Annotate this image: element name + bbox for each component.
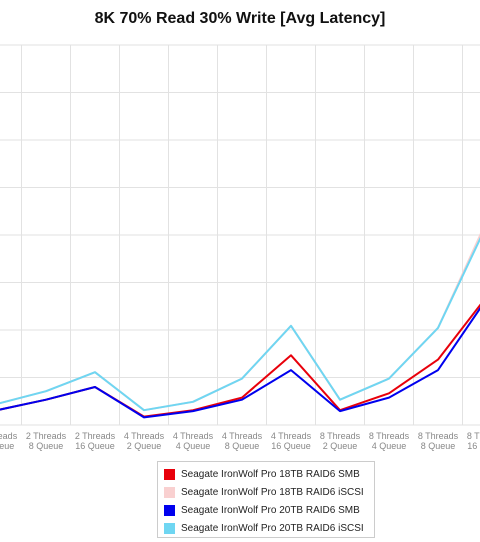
x-tick-label: 2 Threads 16 Queue — [75, 431, 116, 451]
legend-swatch — [164, 522, 175, 534]
legend-swatch — [164, 468, 175, 480]
legend-label: Seagate IronWolf Pro 20TB RAID6 iSCSI — [181, 522, 364, 534]
x-tick-label: 2 Threads 8 Queue — [26, 431, 67, 451]
legend-item: Seagate IronWolf Pro 20TB RAID6 iSCSI — [164, 519, 368, 537]
x-tick-label: 8 Threads 4 Queue — [369, 431, 410, 451]
legend-swatch — [164, 486, 175, 498]
x-tick-label: 4 Threads 2 Queue — [124, 431, 165, 451]
legend-item: Seagate IronWolf Pro 20TB RAID6 SMB — [164, 501, 368, 519]
series-line — [0, 306, 480, 419]
x-tick-label: 8 Threads 2 Queue — [320, 431, 361, 451]
x-tick-label: 4 Threads 4 Queue — [173, 431, 214, 451]
legend-label: Seagate IronWolf Pro 20TB RAID6 SMB — [181, 504, 360, 516]
legend-item: Seagate IronWolf Pro 18TB RAID6 iSCSI — [164, 483, 368, 501]
legend-label: Seagate IronWolf Pro 18TB RAID6 iSCSI — [181, 486, 364, 498]
grid — [0, 44, 480, 426]
legend-label: Seagate IronWolf Pro 18TB RAID6 SMB — [181, 468, 360, 480]
legend-item: Seagate IronWolf Pro 18TB RAID6 SMB — [164, 465, 368, 483]
x-tick-label: 8 Threads 8 Queue — [418, 431, 459, 451]
legend-swatch — [164, 504, 175, 516]
chart-title: 8K 70% Read 30% Write [Avg Latency] — [94, 10, 386, 27]
series-line — [0, 236, 480, 412]
series-line — [0, 303, 480, 418]
x-tick-label: 4 Threads 8 Queue — [222, 431, 263, 451]
legend: Seagate IronWolf Pro 18TB RAID6 SMB Seaga… — [157, 461, 375, 538]
series-lines — [0, 233, 480, 419]
x-tick-label: 4 Threads 16 Queue — [271, 431, 312, 451]
